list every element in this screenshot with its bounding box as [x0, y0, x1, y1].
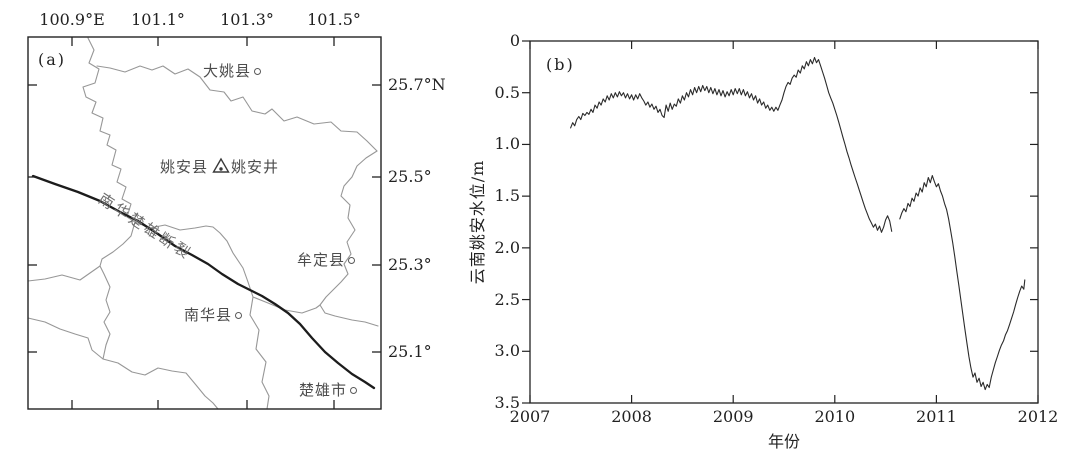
chart-y-tick-label: 1.0 [494, 134, 520, 154]
y-axis-title: 云南姚安水位/m [468, 159, 487, 285]
x-axis-title: 年份 [767, 432, 801, 451]
map-latitude-label: 25.7°N [388, 75, 446, 94]
county-boundary-line [82, 37, 136, 360]
map-latitude-label: 25.1° [388, 342, 432, 361]
chart-x-tick-label: 2012 [1017, 407, 1059, 426]
water-level-series-line [899, 174, 1026, 391]
place-circle-icon [348, 257, 356, 264]
map-latitude-label: 25.5° [388, 167, 432, 186]
county-boundary-line [252, 296, 321, 314]
place-name: 南华县 [184, 306, 233, 324]
panel-b-tag: (b) [546, 55, 575, 74]
map-label-yaoan-county: 姚安县 [160, 158, 209, 176]
chart-x-tick-label: 2010 [814, 407, 856, 426]
map-label-dayao: 大姚县 [203, 62, 262, 80]
county-boundary-line [27, 317, 219, 410]
place-name: 牟定县 [297, 251, 346, 269]
place-circle-icon [254, 68, 262, 75]
map-longitude-label: 101.5° [307, 10, 361, 29]
map-label-mouding: 牟定县 [297, 251, 356, 269]
map-canvas [27, 36, 382, 410]
place-circle-icon [350, 387, 358, 394]
place-circle-icon [235, 312, 243, 319]
county-boundary-line [96, 65, 378, 152]
chart-y-tick-label: 3.0 [494, 341, 520, 361]
chart-x-tick-label: 2008 [611, 407, 652, 426]
chart-y-tick-label: 0 [509, 31, 520, 50]
map-label-nanhua: 南华县 [184, 306, 243, 324]
map-longitude-label: 101.3° [220, 10, 274, 29]
county-boundary-line [27, 265, 101, 282]
county-boundary-line [247, 281, 270, 410]
chart-y-tick-label: 0.5 [494, 82, 520, 102]
chart-x-tick-label: 2011 [916, 407, 957, 426]
panel-a-tag: (a) [38, 50, 67, 69]
county-boundary-line [319, 150, 379, 327]
chart-y-tick-label: 1.5 [494, 186, 520, 206]
chart-y-tick-label: 2.0 [494, 237, 520, 257]
chart-x-tick-label: 2009 [712, 407, 754, 426]
well-triangle-icon [212, 157, 230, 173]
map-label-yaoan-well: 姚安井 [231, 158, 280, 176]
map-label-chuxiong: 楚雄市 [299, 381, 358, 399]
map-longitude-label: 101.1° [131, 10, 185, 29]
map-latitude-label: 25.3° [388, 255, 432, 274]
fault-line [31, 174, 376, 390]
county-boundary-line [134, 221, 249, 283]
map-longitude-label: 100.9°E [39, 10, 105, 29]
place-name: 大姚县 [203, 62, 252, 80]
water-level-series-line [570, 56, 893, 233]
chart-y-tick-label: 2.5 [494, 289, 520, 309]
chart-x-tick-label: 2007 [509, 407, 551, 426]
place-name: 楚雄市 [299, 381, 348, 399]
map-frame [27, 36, 382, 410]
chart-frame [529, 40, 1039, 404]
well-dot-icon [219, 167, 223, 171]
chart-y-tick-label: 3.5 [494, 393, 520, 412]
